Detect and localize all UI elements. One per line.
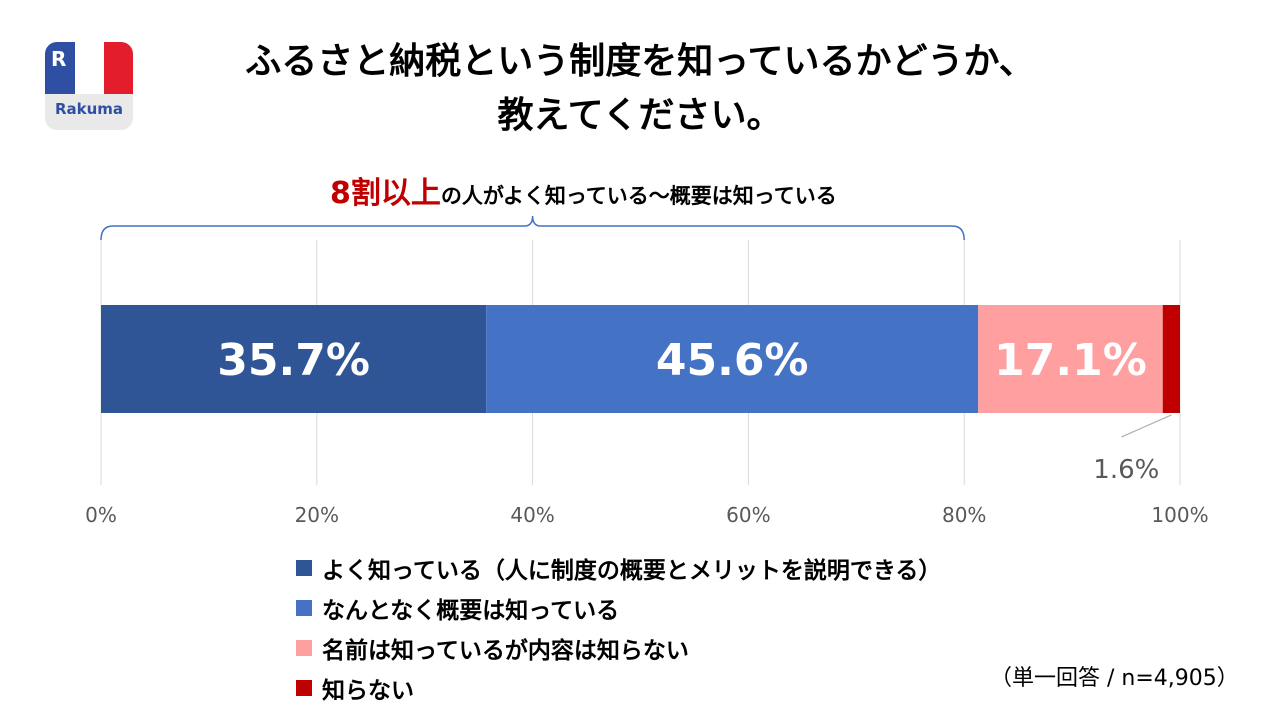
chart-title-line-2: 教えてください。: [497, 95, 783, 136]
data-label: 1.6%: [1093, 455, 1159, 485]
sample-note: （単一回答 / n=4,905）: [990, 666, 1239, 691]
legend-swatch: [296, 600, 312, 616]
bar-segment: [1162, 305, 1180, 413]
x-tick-label: 60%: [726, 503, 770, 527]
leader-line: [1121, 414, 1172, 438]
legend-label: なんとなく概要は知っている: [322, 598, 620, 624]
chart-legend: よく知っている（人に制度の概要とメリットを説明できる） なんとなく概要は知っている…: [296, 548, 941, 708]
x-tick-label: 20%: [295, 503, 339, 527]
chart-title-line-1: ふるさと納税という制度を知っているかどうか、: [245, 41, 1035, 82]
data-label: 17.1%: [994, 335, 1147, 386]
legend-swatch: [296, 680, 312, 696]
legend-item: 名前は知っているが内容は知らない: [296, 628, 941, 668]
x-tick-label: 0%: [85, 503, 117, 527]
legend-item: なんとなく概要は知っている: [296, 588, 941, 628]
logo-text: Rakuma: [54, 100, 124, 118]
bar-segment: [486, 305, 979, 413]
legend-label: 名前は知っているが内容は知らない: [322, 638, 689, 664]
highlight-text: の人がよく知っている〜概要は知っている: [440, 184, 837, 208]
logo-mark: R: [51, 47, 67, 71]
range-brace: [100, 215, 965, 241]
x-tick-label: 40%: [510, 503, 554, 527]
legend-item: よく知っている（人に制度の概要とメリットを説明できる）: [296, 548, 941, 588]
rakuma-logo: R Rakuma: [45, 42, 133, 130]
x-tick-label: 80%: [942, 503, 986, 527]
legend-label: よく知っている（人に制度の概要とメリットを説明できる）: [322, 558, 942, 584]
legend-label: 知らない: [322, 678, 414, 704]
data-label: 35.7%: [217, 335, 370, 386]
legend-item: 知らない: [296, 668, 941, 708]
bar-segment: [978, 305, 1163, 413]
data-label: 45.6%: [656, 335, 809, 386]
legend-swatch: [296, 560, 312, 576]
bar-segment: [101, 305, 487, 413]
highlight-emphasis: 8割以上: [330, 176, 441, 211]
legend-swatch: [296, 640, 312, 656]
french-flag-icon: [45, 42, 133, 94]
x-tick-label: 100%: [1151, 503, 1208, 527]
highlight-callout: 8割以上の人がよく知っている〜概要は知っている: [330, 168, 837, 212]
